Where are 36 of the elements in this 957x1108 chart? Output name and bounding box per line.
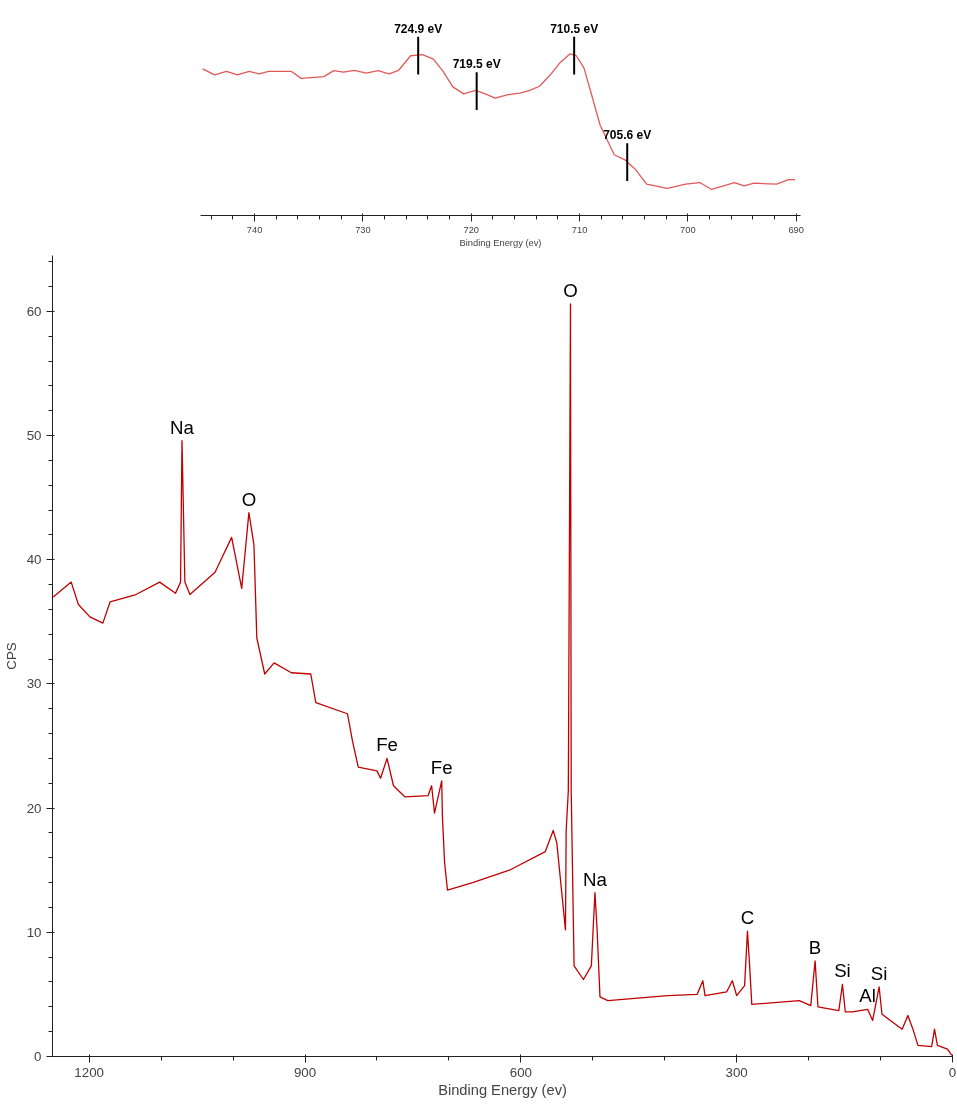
x-tick-label: 710 [571, 224, 588, 235]
annotation: Si [834, 960, 851, 982]
x-tick-label: 730 [355, 224, 371, 235]
annotation: Al [859, 985, 876, 1007]
annotation: 705.6 eV [603, 128, 652, 143]
y-tick-label: 50 [26, 428, 42, 444]
y-tick-label: 20 [26, 800, 42, 816]
annotation: Na [170, 416, 195, 438]
annotation: Fe [376, 734, 398, 756]
y-tick-label: 10 [26, 924, 42, 940]
y-tick-label: 40 [26, 552, 42, 568]
annotation: O [563, 279, 578, 301]
x-tick-label: 720 [463, 224, 480, 235]
annotation: Fe [430, 756, 453, 778]
x-axis-title: Binding Energy (ev) [438, 1081, 567, 1098]
x-tick-label: 700 [680, 224, 696, 235]
annotation: 724.9 eV [394, 21, 443, 36]
x-tick-label: 900 [293, 1064, 317, 1080]
y-tick-label: 0 [34, 1049, 42, 1064]
x-tick-label: 600 [509, 1064, 532, 1080]
annotation: Na [583, 868, 608, 890]
annotation: Si [870, 962, 888, 984]
annotation: B [808, 936, 822, 958]
x-tick-label: 1200 [74, 1064, 105, 1080]
y-tick-label: 30 [26, 676, 42, 692]
x-axis-title: Binding Energy (ev) [459, 237, 542, 248]
x-tick-label: 740 [246, 224, 263, 235]
x-tick-label: 0 [948, 1064, 957, 1080]
x-tick-label: 690 [788, 224, 804, 235]
x-tick-label: 300 [725, 1064, 748, 1080]
y-tick-label: 60 [26, 303, 42, 319]
annotation: 719.5 eV [452, 57, 501, 72]
y-axis-title: CPS [3, 642, 19, 670]
annotation: O [241, 488, 257, 510]
annotation: 710.5 eV [550, 21, 599, 36]
annotation: C [740, 907, 755, 929]
